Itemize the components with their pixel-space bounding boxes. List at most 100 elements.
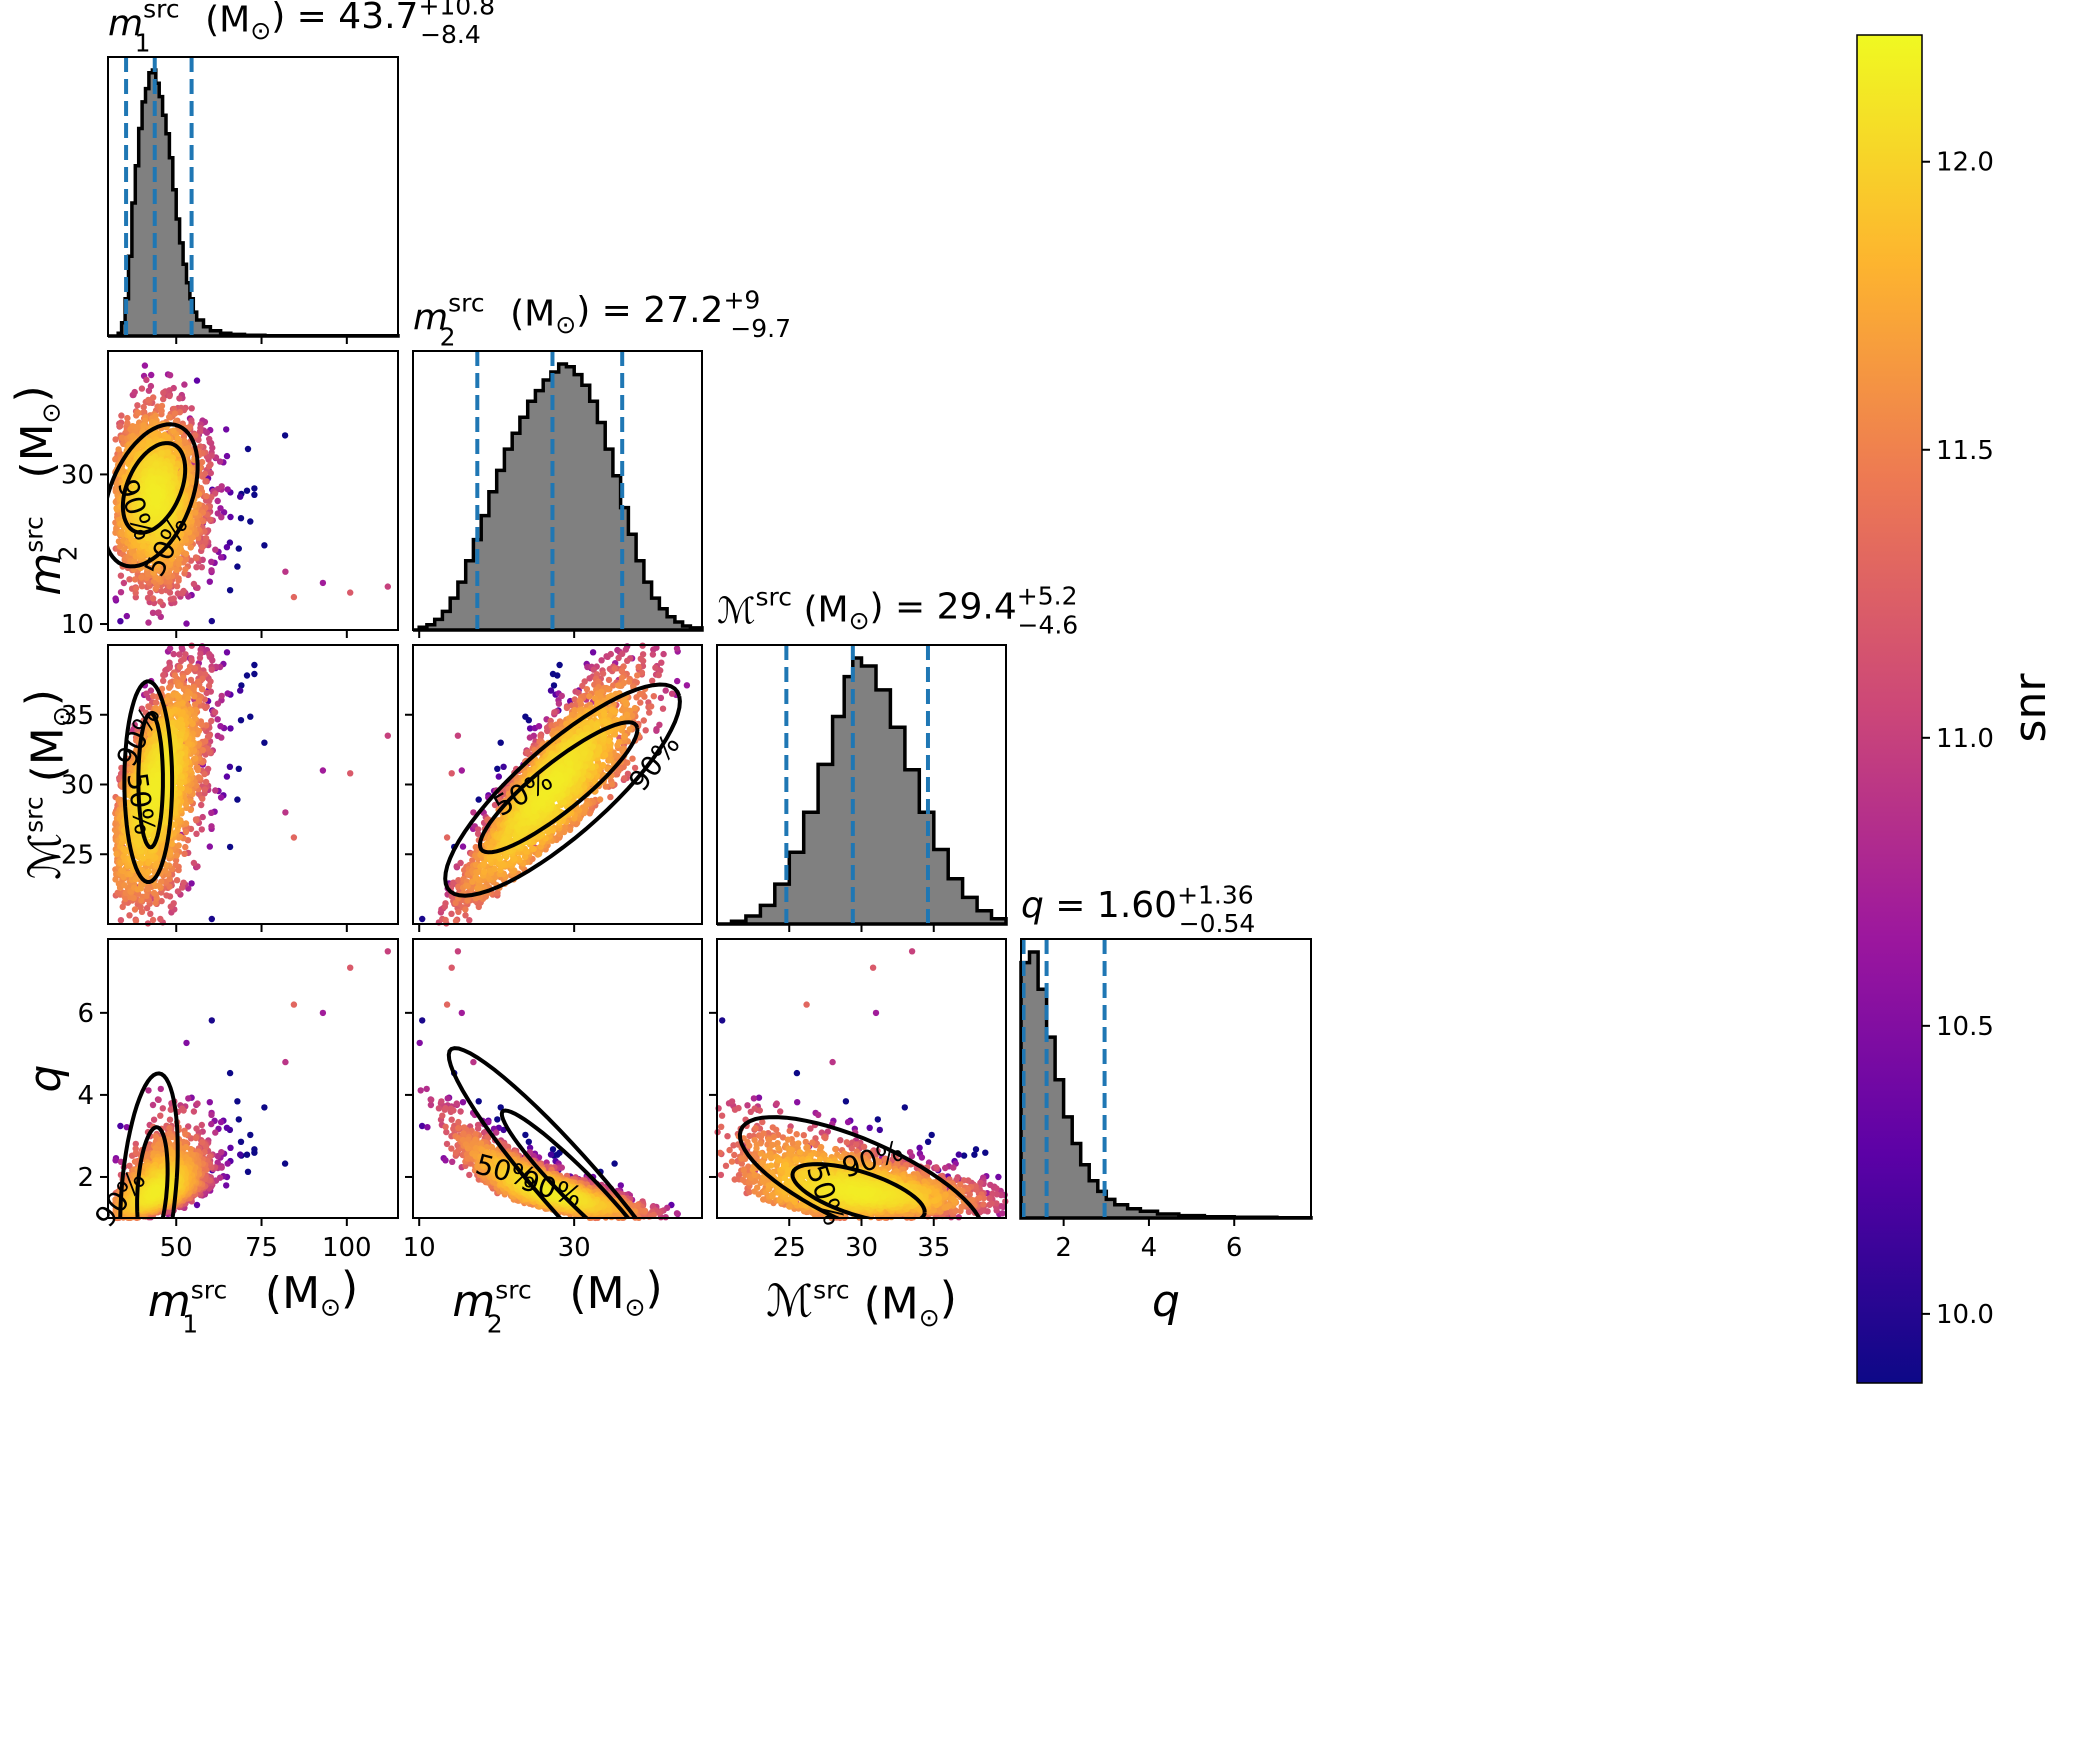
- scatter-point: [174, 692, 181, 699]
- scatter-point: [166, 392, 173, 400]
- scatter-point: [290, 593, 298, 601]
- scatter-point: [226, 539, 234, 546]
- scatter-point: [170, 900, 177, 907]
- scatter-point: [193, 517, 200, 525]
- scatter-point: [223, 452, 231, 460]
- scatter-point: [116, 422, 124, 430]
- scatter-point: [208, 558, 215, 565]
- scatter-point: [290, 834, 298, 841]
- scatter-point: [237, 717, 245, 724]
- scatter-point: [216, 458, 224, 465]
- scatter-point: [145, 619, 152, 626]
- scatter-point: [126, 576, 133, 583]
- scatter-point: [224, 690, 231, 697]
- scatter-point: [180, 587, 187, 595]
- scatter-point: [199, 544, 206, 551]
- scatter-point: [112, 876, 119, 883]
- scatter-point: [217, 505, 224, 512]
- scatter-point: [148, 371, 155, 379]
- scatter-point: [208, 717, 215, 725]
- scatter-point: [205, 682, 213, 690]
- scatter-point: [202, 535, 210, 542]
- scatter-point: [123, 612, 130, 620]
- scatter-point: [211, 709, 219, 716]
- scatter-point: [206, 650, 213, 658]
- scatter-panel-m2-vs-m1: [111, 362, 391, 627]
- scatter-point: [160, 671, 167, 679]
- scatter-point: [131, 906, 139, 913]
- scatter-point: [150, 394, 157, 401]
- scatter-point: [118, 412, 125, 419]
- scatter-point: [218, 514, 225, 521]
- scatter-point: [155, 609, 162, 616]
- scatter-point: [319, 767, 327, 774]
- scatter-point: [208, 567, 215, 574]
- scatter-point: [199, 795, 206, 802]
- scatter-point: [193, 377, 201, 384]
- scatter-point: [347, 589, 354, 596]
- scatter-point: [149, 916, 157, 924]
- scatter-point: [212, 546, 219, 553]
- scatter-point: [131, 576, 139, 583]
- scatter-point: [212, 787, 219, 794]
- scatter-point: [117, 589, 125, 596]
- scatter-point: [202, 504, 209, 511]
- scatter-point: [384, 583, 391, 590]
- scatter-point: [251, 670, 258, 678]
- scatter-point: [261, 542, 268, 549]
- scatter-point: [243, 672, 251, 679]
- scatter-point: [157, 915, 164, 923]
- scatter-point: [198, 801, 205, 809]
- scatter-point: [223, 426, 230, 433]
- scatter-point: [131, 388, 138, 396]
- scatter-point: [145, 396, 152, 404]
- scatter-point: [143, 892, 150, 899]
- scatter-point: [158, 407, 165, 415]
- scatter-point: [152, 461, 160, 468]
- scatter-point: [112, 436, 119, 443]
- scatter-point: [198, 458, 206, 466]
- scatter-point: [226, 843, 234, 851]
- scatter-point: [208, 666, 215, 673]
- scatter-point: [166, 684, 173, 691]
- scatter-point: [191, 432, 199, 439]
- scatter-point: [145, 868, 152, 875]
- scatter-point: [112, 595, 119, 602]
- scatter-point: [208, 452, 215, 459]
- scatter-point: [145, 387, 153, 394]
- scatter-point: [208, 809, 215, 816]
- scatter-point: [234, 796, 241, 803]
- scatter-point: [185, 667, 192, 674]
- scatter-point: [180, 879, 187, 886]
- scatter-point: [152, 699, 160, 706]
- scatter-point: [177, 682, 184, 689]
- scatter-point: [119, 867, 127, 874]
- scatter-point: [171, 410, 179, 417]
- scatter-point: [187, 676, 195, 684]
- scatter-point: [190, 859, 198, 867]
- scatter-point: [243, 487, 251, 494]
- scatter-point: [237, 515, 245, 522]
- scatter-point: [166, 664, 173, 671]
- scatter-point: [201, 786, 208, 793]
- scatter-point: [226, 763, 234, 770]
- scatter-point: [121, 882, 128, 889]
- scatter-point: [199, 747, 206, 754]
- scatter-point: [206, 843, 213, 850]
- scatter-point: [261, 739, 268, 746]
- scatter-point: [319, 579, 327, 587]
- scatter-point: [202, 738, 209, 745]
- scatter-point: [235, 545, 242, 552]
- scatter-point: [115, 446, 122, 453]
- scatter-point: [281, 432, 289, 439]
- scatter-point: [171, 672, 179, 679]
- scatter-point: [208, 493, 215, 501]
- scatter-point: [124, 414, 131, 422]
- scatter-point: [251, 485, 258, 492]
- scatter-point: [202, 478, 209, 485]
- scatter-point: [147, 910, 154, 917]
- scatter-point: [174, 435, 181, 442]
- scatter-point: [347, 770, 354, 777]
- scatter-point: [181, 381, 188, 388]
